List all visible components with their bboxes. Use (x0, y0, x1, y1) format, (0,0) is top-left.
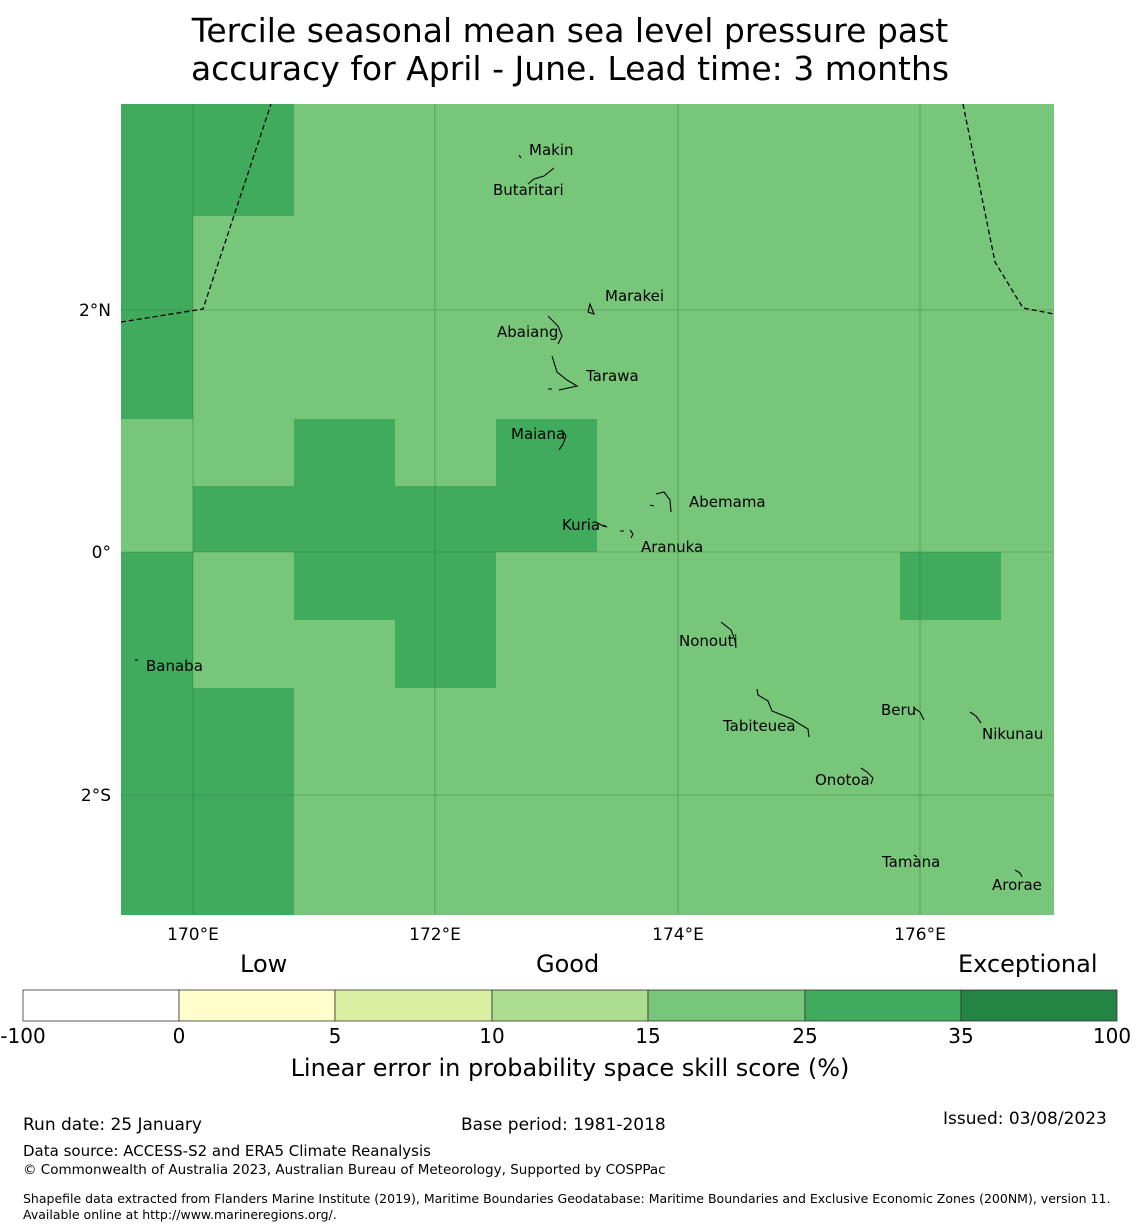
label-makin: Makin (529, 141, 574, 159)
lon-label-176: 176°E (894, 925, 946, 945)
skill-cell (496, 419, 597, 486)
lat-label-2n: 2°N (79, 301, 111, 321)
island-tamana (913, 854, 918, 858)
colorbar-tick: 25 (792, 1024, 818, 1048)
colorbar-label-good: Good (536, 950, 600, 978)
label-banaba: Banaba (146, 657, 203, 675)
label-nonouti: Nonouti (679, 632, 738, 650)
run-date: Run date: 25 January (23, 1115, 202, 1135)
label-maiana: Maiana (511, 425, 565, 443)
label-tamana: Tamana (881, 853, 940, 871)
base-period: Base period: 1981-2018 (461, 1115, 666, 1135)
island-aranuka (620, 529, 634, 539)
title-line-2: accuracy for April - June. Lead time: 3 … (190, 49, 950, 88)
label-abemama: Abemama (689, 493, 766, 511)
skill-cell (294, 552, 496, 620)
island-onotoa (860, 767, 874, 785)
lat-label-0: 0° (92, 543, 111, 563)
colorbar-segment (804, 989, 962, 1022)
shapefile-credit: Shapefile data extracted from Flanders M… (23, 1191, 1111, 1222)
label-butaritari: Butaritari (493, 181, 564, 199)
colorbar-segment (960, 989, 1118, 1022)
label-marakei: Marakei (605, 287, 664, 305)
label-tabiteuea: Tabiteuea (722, 717, 796, 735)
skill-cell (193, 688, 294, 915)
label-arorae: Arorae (992, 876, 1042, 894)
colorbar (22, 989, 1118, 1022)
colorbar-tick: -100 (0, 1024, 46, 1048)
island-nonouti (720, 621, 737, 649)
colorbar-tick: 0 (172, 1024, 186, 1048)
label-aranuka: Aranuka (641, 538, 703, 556)
colorbar-tick: 5 (328, 1024, 342, 1048)
skill-cell (294, 419, 395, 486)
axis-labels: 2°N 0° 2°S 170°E 172°E 174°E 176°E (79, 301, 946, 945)
colorbar-segment (334, 989, 493, 1022)
high-skill-cells (121, 104, 1001, 915)
eez-boundary-east (962, 103, 1055, 315)
colorbar-tick: 15 (635, 1024, 661, 1048)
label-abaiang: Abaiang (497, 323, 558, 341)
colorbar-tick: 10 (479, 1024, 505, 1048)
island-makin (518, 154, 522, 159)
island-tarawa (548, 355, 579, 391)
island-arorae (1014, 869, 1023, 878)
data-source: Data source: ACCESS-S2 and ERA5 Climate … (23, 1142, 431, 1160)
label-onotoa: Onotoa (815, 771, 870, 789)
island-tabiteuea (756, 688, 810, 738)
skill-cell (121, 552, 193, 915)
label-kuria: Kuria (562, 516, 600, 534)
island-butaritari (527, 167, 555, 185)
colorbar-label-low: Low (240, 950, 288, 978)
label-nikunau: Nikunau (982, 725, 1043, 743)
label-tarawa: Tarawa (585, 367, 639, 385)
lon-label-174: 174°E (652, 925, 704, 945)
copyright: © Commonwealth of Australia 2023, Austra… (23, 1162, 666, 1178)
lon-label-172: 172°E (409, 925, 461, 945)
island-abaiang (547, 315, 563, 345)
graticule (121, 104, 1054, 915)
skill-cell (193, 486, 597, 552)
colorbar-label-exceptional: Exceptional (958, 950, 1098, 978)
island-outlines (135, 154, 1023, 878)
colorbar-segment (178, 989, 336, 1022)
colorbar-tick: 35 (948, 1024, 974, 1048)
lat-label-2s: 2°S (81, 786, 111, 806)
label-beru: Beru (881, 701, 916, 719)
issued-date: Issued: 03/08/2023 (943, 1109, 1107, 1129)
island-abemama (649, 491, 672, 513)
island-labels: Makin Butaritari Marakei Abaiang Tarawa … (146, 141, 1043, 894)
colorbar-segment (491, 989, 649, 1022)
eez-boundary-west (120, 103, 272, 323)
island-maiana (558, 429, 567, 451)
island-beru (913, 707, 925, 721)
map-title: Tercile seasonal mean sea level pressure… (0, 12, 1140, 88)
island-kuria (597, 522, 608, 528)
island-marakei (587, 302, 595, 315)
eez-boundaries (120, 103, 1055, 323)
colorbar-segment (22, 989, 180, 1022)
colorbar-title: Linear error in probability space skill … (290, 1054, 850, 1082)
colorbar-tick: 100 (1092, 1024, 1132, 1048)
island-nikunau (969, 711, 982, 724)
skill-cell (395, 620, 496, 688)
skill-cell (900, 552, 1001, 620)
colorbar-segment (647, 989, 806, 1022)
skill-cell (193, 104, 294, 216)
title-line-1: Tercile seasonal mean sea level pressure… (191, 11, 949, 50)
skill-cell (121, 104, 193, 419)
lon-label-170: 170°E (167, 925, 219, 945)
